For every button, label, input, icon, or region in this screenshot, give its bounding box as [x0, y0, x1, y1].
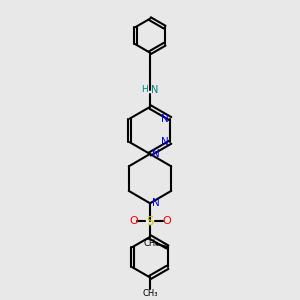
Text: N: N	[160, 137, 168, 147]
Text: CH₃: CH₃	[142, 289, 158, 298]
Text: N: N	[152, 198, 160, 208]
Text: N: N	[160, 114, 168, 124]
Text: H: H	[141, 85, 148, 94]
Text: O: O	[129, 216, 138, 226]
Text: N: N	[151, 85, 158, 94]
Text: O: O	[162, 216, 171, 226]
Text: N: N	[152, 149, 160, 159]
Text: S: S	[146, 215, 154, 228]
Text: CH₃: CH₃	[143, 239, 159, 248]
